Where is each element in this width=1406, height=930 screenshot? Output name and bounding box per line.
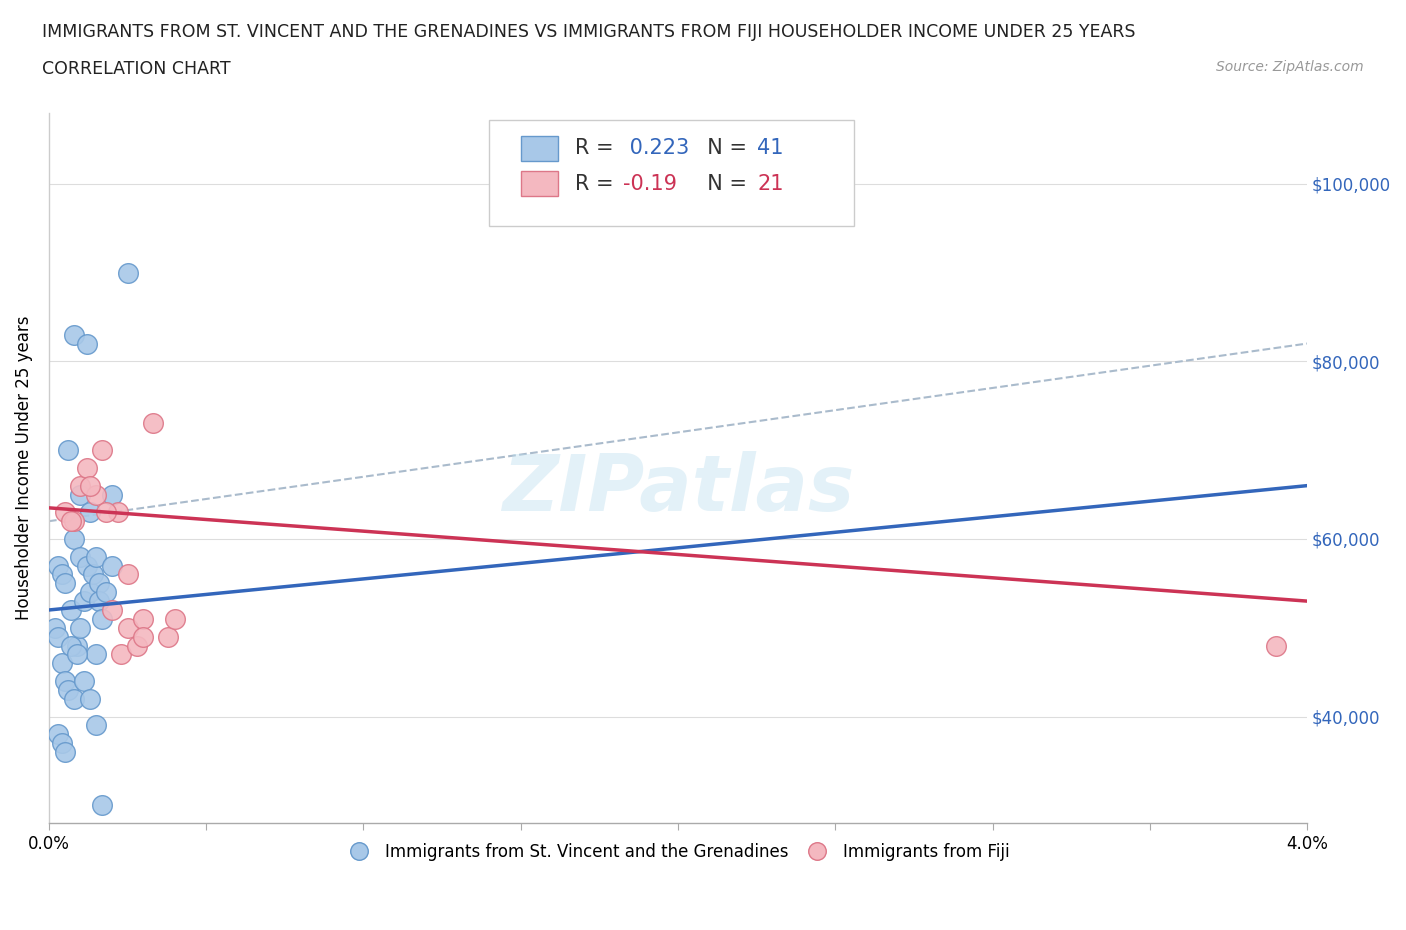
Point	[117, 567, 139, 582]
Point	[82, 567, 104, 582]
Text: ZIPatlas: ZIPatlas	[502, 451, 853, 527]
Point	[107, 505, 129, 520]
Point	[84, 647, 107, 662]
Point	[79, 505, 101, 520]
Point	[89, 593, 111, 608]
Point	[101, 603, 124, 618]
Text: R =: R =	[575, 174, 620, 193]
Point	[53, 505, 76, 520]
Point	[51, 567, 73, 582]
Text: CORRELATION CHART: CORRELATION CHART	[42, 60, 231, 78]
Point	[76, 460, 98, 475]
Text: R =: R =	[575, 139, 620, 158]
Point	[66, 647, 89, 662]
Point	[66, 638, 89, 653]
Point	[63, 327, 86, 342]
Point	[44, 620, 66, 635]
Text: 21: 21	[758, 174, 783, 193]
Point	[132, 630, 155, 644]
Point	[53, 745, 76, 760]
Point	[94, 505, 117, 520]
Point	[59, 513, 82, 528]
Point	[63, 513, 86, 528]
Text: N =: N =	[695, 139, 754, 158]
Text: N =: N =	[695, 174, 754, 193]
Text: 0.223: 0.223	[623, 139, 689, 158]
Point	[84, 550, 107, 565]
Point	[94, 585, 117, 600]
Point	[79, 478, 101, 493]
Point	[157, 630, 180, 644]
Point	[48, 630, 70, 644]
Point	[76, 558, 98, 573]
Point	[51, 656, 73, 671]
Point	[53, 673, 76, 688]
Point	[142, 416, 165, 431]
Point	[48, 727, 70, 742]
Text: IMMIGRANTS FROM ST. VINCENT AND THE GRENADINES VS IMMIGRANTS FROM FIJI HOUSEHOLD: IMMIGRANTS FROM ST. VINCENT AND THE GREN…	[42, 23, 1136, 41]
Point	[51, 736, 73, 751]
Point	[117, 265, 139, 280]
Y-axis label: Householder Income Under 25 years: Householder Income Under 25 years	[15, 315, 32, 620]
Point	[69, 550, 91, 565]
FancyBboxPatch shape	[520, 136, 558, 161]
Point	[110, 647, 132, 662]
Point	[63, 691, 86, 706]
Point	[53, 576, 76, 591]
Point	[91, 611, 114, 626]
Point	[59, 638, 82, 653]
Legend: Immigrants from St. Vincent and the Grenadines, Immigrants from Fiji: Immigrants from St. Vincent and the Gren…	[340, 837, 1017, 868]
Point	[72, 673, 94, 688]
Point	[101, 558, 124, 573]
Point	[125, 638, 148, 653]
Point	[72, 593, 94, 608]
Text: 41: 41	[758, 139, 783, 158]
Point	[1264, 638, 1286, 653]
Text: -0.19: -0.19	[623, 174, 676, 193]
FancyBboxPatch shape	[489, 120, 853, 226]
Point	[79, 691, 101, 706]
Point	[91, 798, 114, 813]
Point	[163, 611, 186, 626]
FancyBboxPatch shape	[520, 171, 558, 196]
Point	[91, 443, 114, 458]
Point	[132, 611, 155, 626]
Point	[69, 620, 91, 635]
Point	[59, 603, 82, 618]
Point	[117, 620, 139, 635]
Point	[89, 576, 111, 591]
Point	[101, 487, 124, 502]
Point	[56, 683, 79, 698]
Point	[84, 718, 107, 733]
Point	[76, 336, 98, 351]
Point	[84, 487, 107, 502]
Text: Source: ZipAtlas.com: Source: ZipAtlas.com	[1216, 60, 1364, 74]
Point	[56, 443, 79, 458]
Point	[79, 585, 101, 600]
Point	[63, 532, 86, 547]
Point	[69, 487, 91, 502]
Point	[48, 558, 70, 573]
Point	[69, 478, 91, 493]
